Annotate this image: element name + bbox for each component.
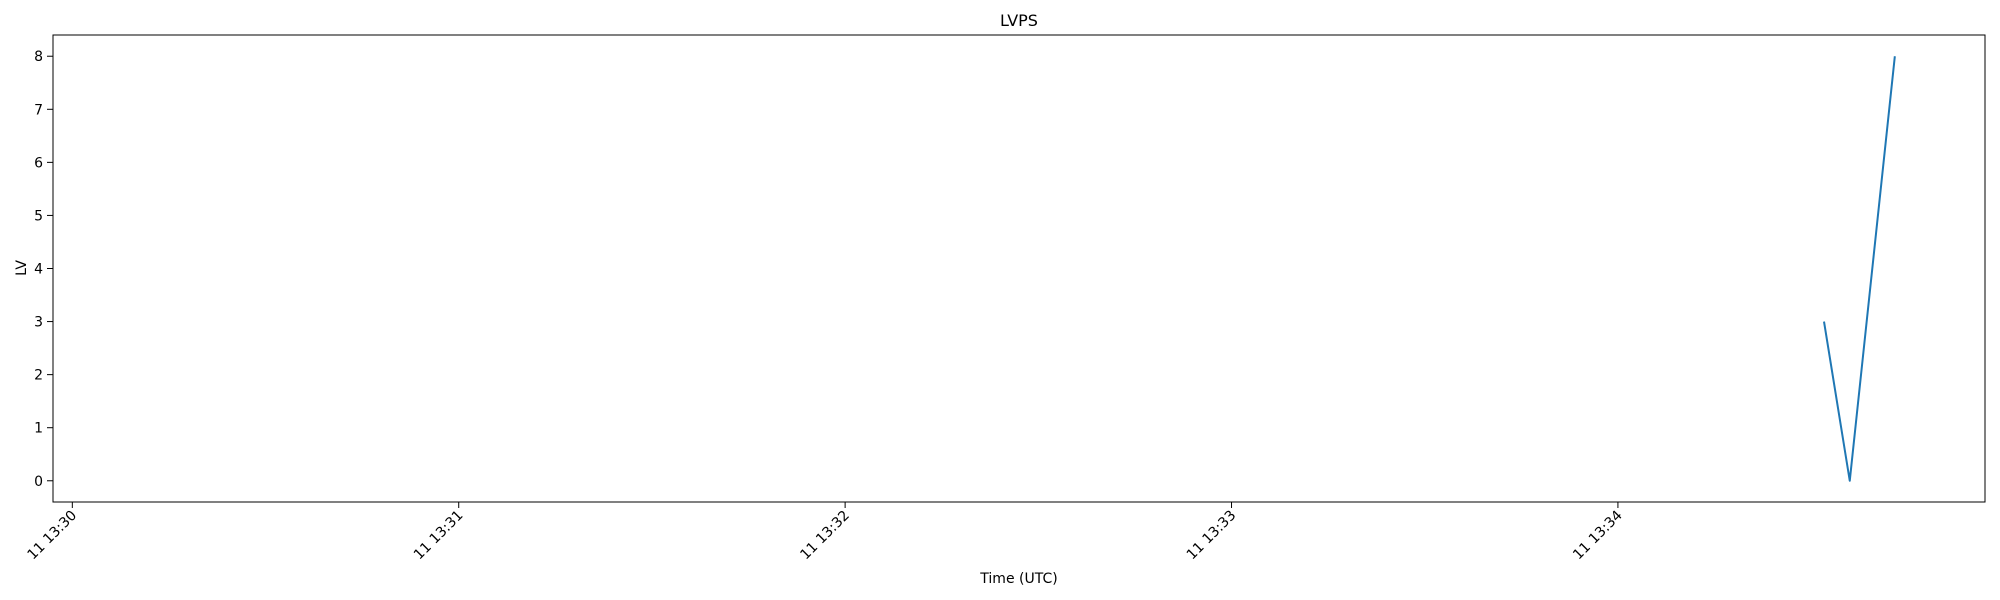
x-tick-label: 11 13:30 [25, 508, 81, 564]
x-tick-label: 11 13:32 [797, 508, 853, 564]
y-tick-label: 3 [34, 315, 43, 331]
series-layer [1823, 56, 1896, 482]
x-axis-ticks: 11 13:30 11 13:31 11 13:32 11 13:33 11 13:34 [25, 502, 1626, 563]
y-tick-label: 2 [34, 368, 43, 384]
x-tick-label: 11 13:33 [1184, 508, 1240, 564]
y-axis-ticks: 0 1 2 3 4 5 6 7 8 [34, 49, 53, 490]
y-tick-label: 5 [34, 208, 43, 224]
y-tick-label: 4 [34, 262, 43, 278]
y-axis-label: LV [14, 260, 30, 276]
series-line-0 [1823, 56, 1896, 482]
plot-area [53, 35, 1985, 502]
x-tick-label: 11 13:31 [411, 508, 467, 564]
x-tick-label: 11 13:34 [1570, 507, 1626, 563]
y-tick-label: 7 [34, 102, 43, 118]
y-tick-label: 0 [34, 474, 43, 490]
y-tick-label: 8 [34, 49, 43, 65]
chart-title: LVPS [1000, 11, 1038, 30]
x-axis-label: Time (UTC) [979, 571, 1057, 587]
plot-frame [52, 34, 1986, 503]
y-tick-label: 6 [34, 155, 43, 171]
y-tick-label: 1 [34, 421, 43, 437]
